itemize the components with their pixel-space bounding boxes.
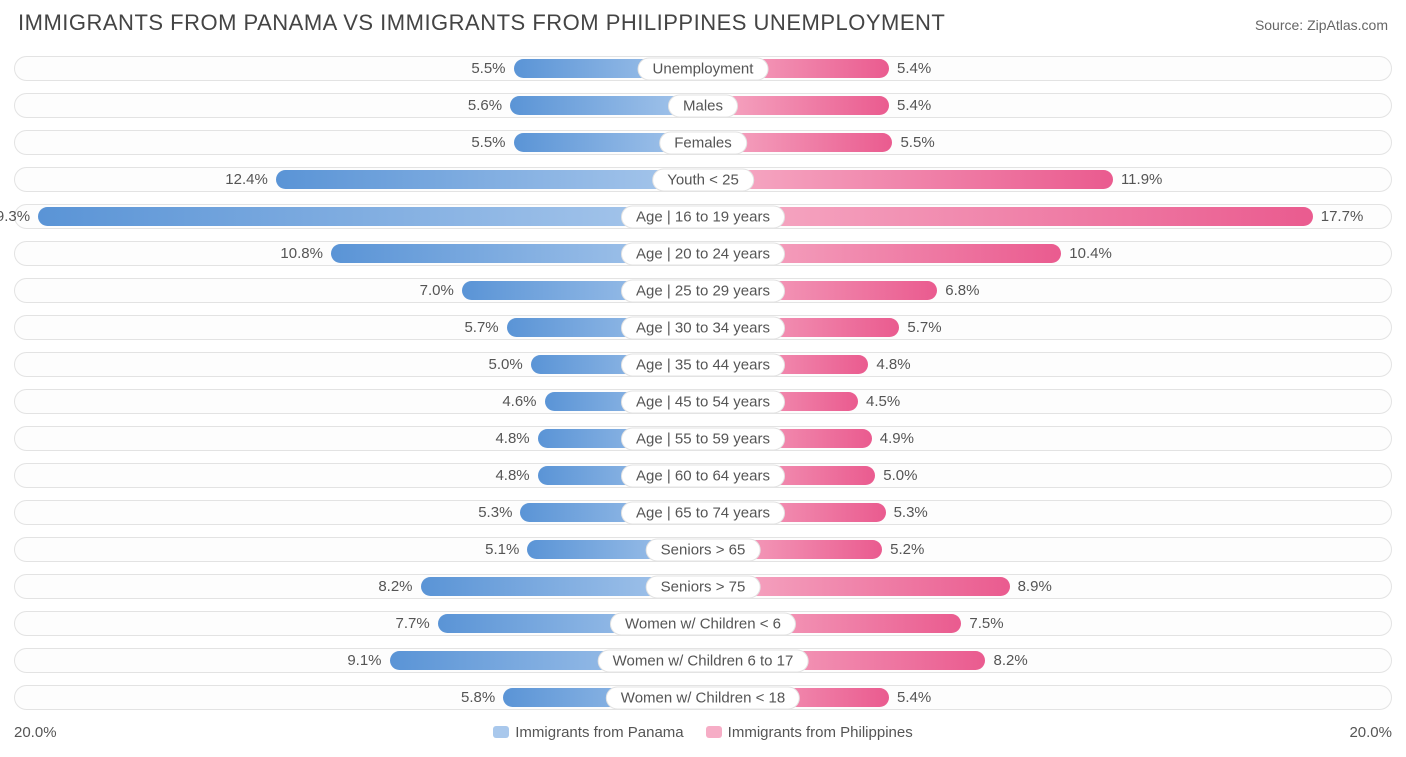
- value-philippines: 4.8%: [868, 348, 910, 381]
- value-philippines: 5.5%: [892, 126, 934, 159]
- value-panama: 8.2%: [378, 570, 420, 603]
- value-philippines: 5.4%: [889, 89, 931, 122]
- legend-label: Immigrants from Panama: [515, 724, 683, 741]
- value-philippines: 5.7%: [899, 311, 941, 344]
- diverging-bar-chart: 5.5%5.4%Unemployment5.6%5.4%Males5.5%5.5…: [14, 42, 1392, 714]
- chart-row: 19.3%17.7%Age | 16 to 19 years: [14, 200, 1392, 233]
- chart-row: 7.0% 6.8% Age | 25 to 29 years: [14, 274, 1392, 307]
- value-philippines: 5.4%: [889, 52, 931, 85]
- category-label: Age | 20 to 24 years: [621, 242, 785, 265]
- axis-max-left: 20.0%: [14, 724, 57, 741]
- chart-row: 5.7% 5.7% Age | 30 to 34 years: [14, 311, 1392, 344]
- value-philippines: 5.0%: [875, 459, 917, 492]
- legend-swatch-icon: [706, 726, 722, 738]
- value-panama: 5.6%: [468, 89, 510, 122]
- bar-philippines: [703, 170, 1113, 189]
- chart-title: IMMIGRANTS FROM PANAMA VS IMMIGRANTS FRO…: [18, 10, 945, 36]
- value-panama: 10.8%: [280, 237, 331, 270]
- category-label: Age | 35 to 44 years: [621, 353, 785, 376]
- category-label: Age | 60 to 64 years: [621, 464, 785, 487]
- chart-row: 12.4% 11.9% Youth < 25: [14, 163, 1392, 196]
- chart-row: 4.8% 5.0% Age | 60 to 64 years: [14, 459, 1392, 492]
- category-label: Women w/ Children < 18: [606, 686, 800, 709]
- value-panama: 9.1%: [347, 644, 389, 677]
- value-philippines: 17.7%: [1313, 200, 1364, 233]
- legend-swatch-icon: [493, 726, 509, 738]
- legend: Immigrants from Panama Immigrants from P…: [493, 724, 912, 741]
- value-panama: 5.7%: [464, 311, 506, 344]
- value-panama: 12.4%: [225, 163, 276, 196]
- chart-row: 5.3% 5.3% Age | 65 to 74 years: [14, 496, 1392, 529]
- chart-row: 5.6% 5.4% Males: [14, 89, 1392, 122]
- legend-label: Immigrants from Philippines: [728, 724, 913, 741]
- value-panama: 7.7%: [396, 607, 438, 640]
- value-panama: 4.8%: [495, 422, 537, 455]
- category-label: Women w/ Children < 6: [610, 612, 796, 635]
- value-panama: 7.0%: [420, 274, 462, 307]
- category-label: Age | 65 to 74 years: [621, 501, 785, 524]
- value-panama: 5.8%: [461, 681, 503, 714]
- category-label: Youth < 25: [652, 168, 754, 191]
- value-philippines: 5.4%: [889, 681, 931, 714]
- bar-philippines: [703, 207, 1313, 226]
- chart-row: 10.8% 10.4% Age | 20 to 24 years: [14, 237, 1392, 270]
- category-label: Seniors > 75: [646, 575, 761, 598]
- chart-row: 9.1% 8.2% Women w/ Children 6 to 17: [14, 644, 1392, 677]
- category-label: Males: [668, 94, 738, 117]
- value-philippines: 10.4%: [1061, 237, 1112, 270]
- category-label: Seniors > 65: [646, 538, 761, 561]
- category-label: Females: [659, 131, 747, 154]
- chart-row: 5.1% 5.2% Seniors > 65: [14, 533, 1392, 566]
- value-philippines: 5.3%: [886, 496, 928, 529]
- value-philippines: 4.9%: [872, 422, 914, 455]
- chart-row: 5.8% 5.4% Women w/ Children < 18: [14, 681, 1392, 714]
- value-philippines: 11.9%: [1113, 163, 1162, 196]
- value-philippines: 8.2%: [985, 644, 1027, 677]
- value-philippines: 8.9%: [1010, 570, 1052, 603]
- value-panama: 4.8%: [495, 459, 537, 492]
- category-label: Age | 55 to 59 years: [621, 427, 785, 450]
- value-panama: 5.5%: [471, 126, 513, 159]
- legend-item-panama: Immigrants from Panama: [493, 724, 683, 741]
- chart-row: 5.5% 5.4% Unemployment: [14, 52, 1392, 85]
- chart-row: 7.7% 7.5% Women w/ Children < 6: [14, 607, 1392, 640]
- category-label: Age | 16 to 19 years: [621, 205, 785, 228]
- category-label: Unemployment: [638, 57, 769, 80]
- chart-row: 8.2% 8.9% Seniors > 75: [14, 570, 1392, 603]
- value-philippines: 7.5%: [961, 607, 1003, 640]
- category-label: Age | 30 to 34 years: [621, 316, 785, 339]
- value-panama: 19.3%: [0, 200, 38, 233]
- value-panama: 5.3%: [478, 496, 520, 529]
- value-panama: 5.5%: [471, 52, 513, 85]
- category-label: Age | 25 to 29 years: [621, 279, 785, 302]
- bar-panama: [38, 207, 703, 226]
- chart-row: 4.6% 4.5% Age | 45 to 54 years: [14, 385, 1392, 418]
- value-philippines: 5.2%: [882, 533, 924, 566]
- bar-panama: [276, 170, 703, 189]
- chart-row: 5.5% 5.5% Females: [14, 126, 1392, 159]
- axis-max-right: 20.0%: [1349, 724, 1392, 741]
- category-label: Women w/ Children 6 to 17: [598, 649, 809, 672]
- legend-item-philippines: Immigrants from Philippines: [706, 724, 913, 741]
- value-panama: 5.1%: [485, 533, 527, 566]
- value-panama: 5.0%: [489, 348, 531, 381]
- category-label: Age | 45 to 54 years: [621, 390, 785, 413]
- chart-row: 4.8% 4.9% Age | 55 to 59 years: [14, 422, 1392, 455]
- value-philippines: 4.5%: [858, 385, 900, 418]
- value-panama: 4.6%: [502, 385, 544, 418]
- chart-row: 5.0% 4.8% Age | 35 to 44 years: [14, 348, 1392, 381]
- source-attribution: Source: ZipAtlas.com: [1255, 17, 1388, 33]
- value-philippines: 6.8%: [937, 274, 979, 307]
